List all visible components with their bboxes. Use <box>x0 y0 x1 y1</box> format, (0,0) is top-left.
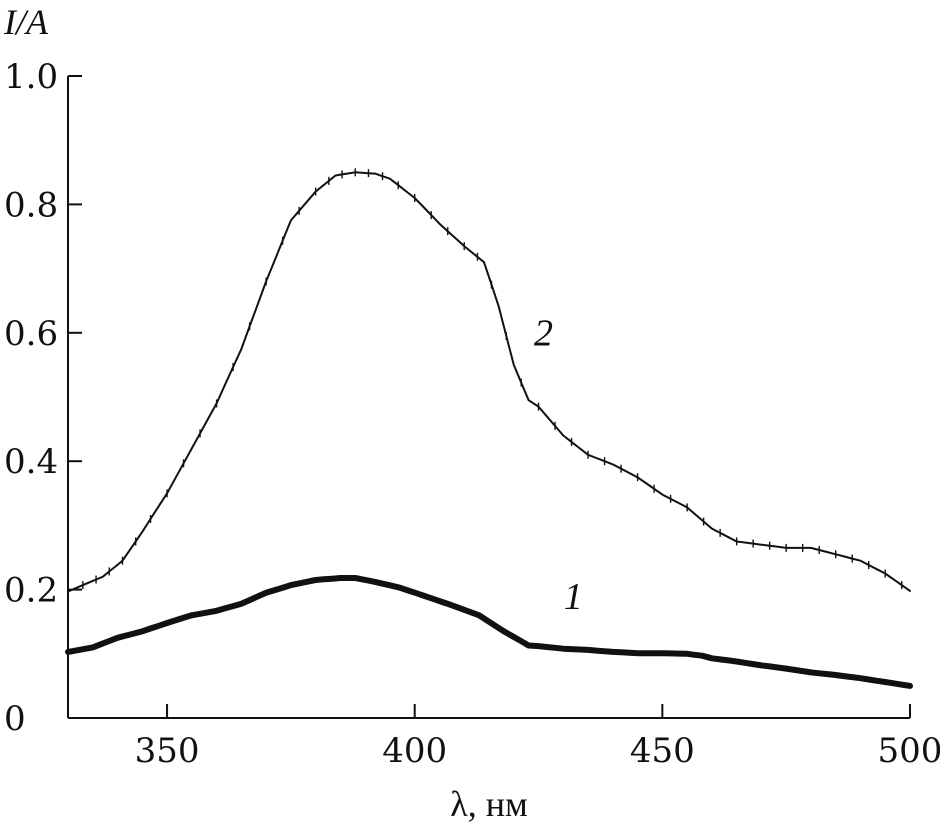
y-ticks: 0 0.2 0.4 0.6 0.8 1.0 <box>4 57 82 739</box>
series-line-1 <box>65 575 913 689</box>
curve-label-1: 1 <box>564 576 583 618</box>
x-ticks: 350 400 450 500 <box>135 704 940 771</box>
x-tick-label: 500 <box>878 731 940 771</box>
curve-label-2: 2 <box>534 313 553 355</box>
curve-labels: 21 <box>534 313 583 618</box>
series-group <box>65 168 913 689</box>
y-tick-label: 0.2 <box>4 571 58 611</box>
y-tick-label: 1.0 <box>4 57 58 97</box>
y-tick-label: 0 <box>4 699 26 739</box>
x-tick-label: 400 <box>382 731 447 771</box>
x-tick-label: 350 <box>135 731 200 771</box>
x-axis-title: λ, нм <box>450 784 528 824</box>
chart-axes <box>67 76 910 719</box>
y-tick-label: 0.6 <box>4 314 58 354</box>
series-line-2 <box>67 171 911 593</box>
y-axis-title: I/A <box>3 2 49 42</box>
y-tick-label: 0.8 <box>4 185 58 225</box>
y-tick-label: 0.4 <box>4 442 58 482</box>
x-tick-label: 450 <box>630 731 695 771</box>
